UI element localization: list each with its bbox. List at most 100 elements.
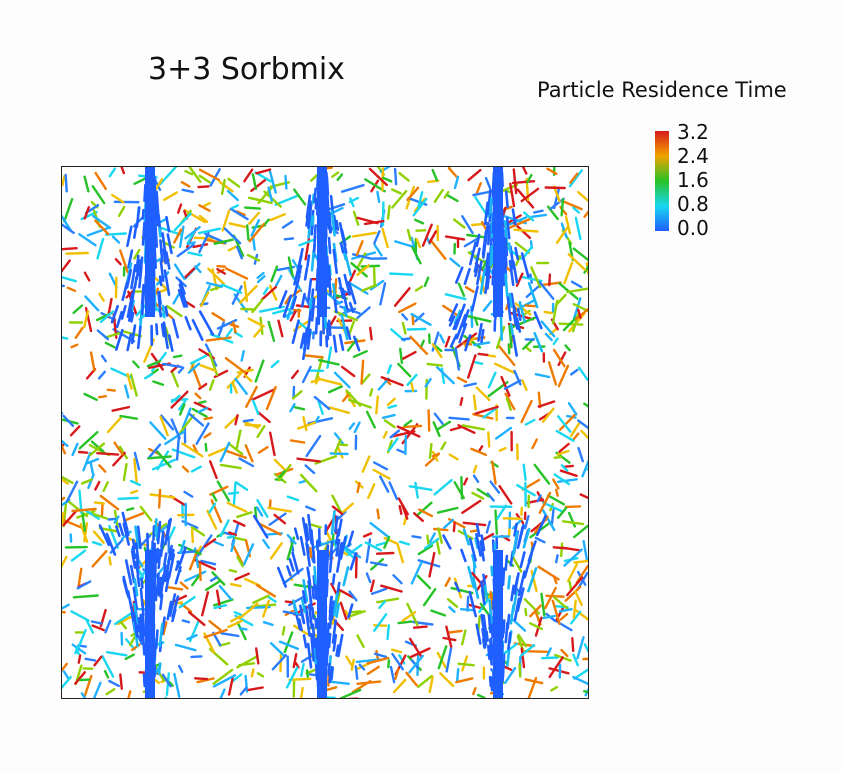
jet-streak: [140, 577, 144, 589]
jet-streak: [299, 604, 305, 624]
jet-streak: [479, 268, 486, 295]
jet-streak: [167, 544, 173, 561]
particle-streak: [161, 673, 172, 688]
jet-streak: [130, 324, 137, 345]
particle-streak: [467, 354, 477, 379]
particle-streak: [202, 202, 211, 208]
particle-streak: [185, 300, 196, 309]
jet-streak: [314, 197, 318, 210]
particle-streak: [63, 197, 74, 223]
particle-streak: [401, 321, 407, 335]
particle-streak: [262, 621, 274, 627]
particle-streak: [292, 188, 307, 206]
jet-streak: [486, 188, 492, 216]
particle-streak: [350, 261, 368, 278]
particle-streak: [62, 336, 69, 340]
particle-streak: [278, 469, 286, 478]
particle-streak: [466, 314, 492, 323]
particle-streak: [386, 624, 391, 641]
particle-streak: [186, 231, 196, 245]
particle-streak: [289, 310, 297, 322]
particle-streak: [452, 522, 456, 533]
particle-streak: [430, 609, 447, 617]
particle-streak: [566, 287, 588, 294]
particle-streak: [178, 403, 186, 416]
particle-streak: [522, 463, 527, 481]
particle-streak: [309, 547, 313, 559]
particle-streak: [173, 228, 183, 244]
particle-streak: [282, 567, 304, 585]
particle-streak: [428, 675, 434, 694]
particle-streak: [211, 492, 218, 502]
particle-streak: [203, 432, 212, 439]
particle-streak: [428, 230, 438, 244]
particle-streak: [413, 512, 424, 522]
particle-streak: [62, 475, 74, 484]
jet-streak: [343, 250, 353, 277]
particle-streak: [579, 493, 588, 500]
particle-streak: [188, 413, 205, 427]
particle-streak: [576, 636, 585, 660]
particle-streak: [216, 267, 227, 275]
particle-streak: [414, 218, 425, 225]
jet-streak: [325, 335, 329, 348]
jet-streak: [252, 514, 269, 539]
particle-streak: [310, 378, 321, 384]
particle-streak: [216, 480, 231, 502]
particle-streak: [119, 621, 128, 630]
jet-streak: [461, 309, 470, 328]
particle-streak: [211, 312, 226, 322]
jet-streak: [507, 631, 512, 651]
particle-streak: [180, 180, 191, 188]
jet-streak: [449, 333, 458, 348]
particle-streak: [457, 282, 466, 298]
particle-streak: [461, 499, 482, 514]
particle-streak: [146, 359, 162, 368]
particle-streak: [431, 452, 440, 458]
particle-streak: [426, 362, 443, 367]
particle-streak: [564, 464, 574, 468]
jet-streak: [307, 278, 313, 302]
particle-streak: [117, 496, 139, 500]
particle-streak: [274, 194, 298, 206]
particle-streak: [521, 379, 528, 391]
particle-streak: [62, 275, 77, 283]
particle-streak: [472, 464, 478, 474]
particle-streak: [184, 169, 194, 176]
jet-streak: [504, 621, 509, 644]
particle-streak: [570, 280, 583, 289]
particle-streak: [564, 585, 582, 602]
particle-streak: [197, 185, 210, 189]
particle-streak: [548, 273, 552, 287]
particle-streak: [122, 512, 145, 522]
particle-streak: [349, 197, 355, 208]
particle-streak: [341, 502, 354, 514]
particle-streak: [209, 285, 222, 292]
particle-streak: [308, 522, 322, 529]
particle-streak: [355, 240, 364, 257]
particle-streak: [65, 251, 89, 255]
particle-streak: [80, 692, 87, 698]
particle-streak: [114, 257, 122, 266]
particle-streak: [93, 681, 102, 698]
jet-streak: [191, 319, 204, 341]
particle-streak: [366, 665, 380, 676]
particle-streak: [62, 501, 68, 528]
jet-streak: [527, 567, 538, 593]
particle-streak: [226, 535, 236, 539]
jet-streak: [334, 528, 340, 545]
particle-streak: [205, 336, 232, 342]
particle-streak: [265, 385, 277, 411]
particle-streak: [99, 494, 120, 511]
particle-streak: [366, 656, 390, 665]
jet-streak: [155, 323, 159, 336]
jet-streak: [504, 190, 509, 208]
particle-streak: [583, 643, 588, 653]
jet-streak: [306, 254, 311, 268]
particle-streak: [500, 375, 511, 397]
jet-streak: [110, 304, 120, 324]
jet-streak: [115, 310, 124, 329]
particle-streak: [575, 307, 588, 321]
colorbar-title: Particle Residence Time: [537, 78, 787, 102]
particle-streak: [369, 579, 375, 593]
